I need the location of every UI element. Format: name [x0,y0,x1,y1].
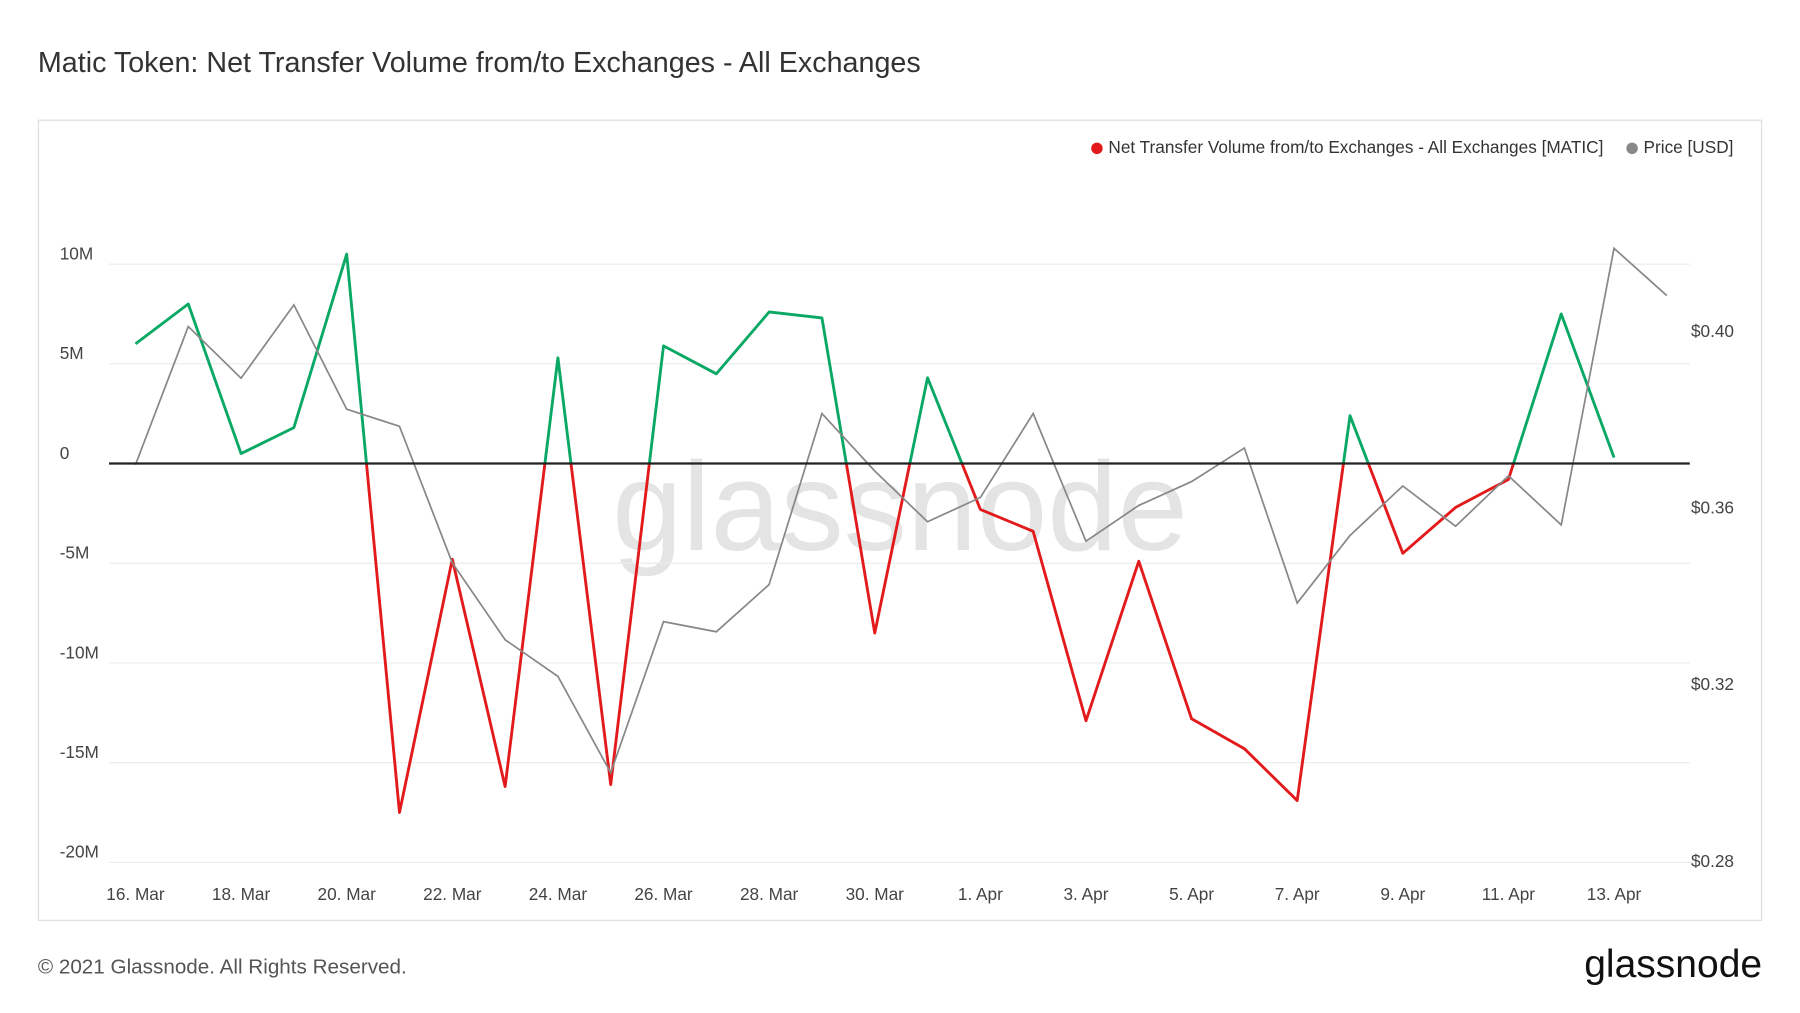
x-tick-label: 26. Mar [634,884,693,904]
y-tick-label: -15M [60,742,99,762]
chart-title: Matic Token: Net Transfer Volume from/to… [38,47,921,79]
net-line-positive [134,252,1616,464]
y-tick-label: 5M [60,343,84,363]
plot-frame [37,119,1763,921]
x-tick-label: 20. Mar [318,884,377,904]
x-tick-label: 28. Mar [740,884,799,904]
y-tick-label: -5M [60,543,90,563]
logo: glassnode [1584,943,1762,986]
price-line [134,246,1668,775]
y-tick-label: -20M [60,842,99,862]
y2-tick-label: $0.40 [1691,321,1734,341]
y-tick-label: -10M [60,642,99,662]
footer: © 2021 Glassnode. All Rights Reserved. [38,955,407,978]
y2-tick-label: $0.36 [1691,498,1734,518]
x-tick-label: 7. Apr [1275,884,1320,904]
y-tick-label: 0 [60,443,70,463]
x-tick-label: 24. Mar [529,884,588,904]
net-line-negative [365,463,1516,814]
y-tick-label: 10M [60,243,93,263]
x-tick-label: 3. Apr [1063,884,1108,904]
x-tick-label: 18. Mar [212,884,271,904]
legend-label: Price [USD] [1644,137,1734,157]
x-tick-label: 9. Apr [1380,884,1425,904]
legend-marker [1626,142,1638,155]
y2-tick-label: $0.32 [1691,674,1734,694]
legend-label: Net Transfer Volume from/to Exchanges - … [1108,137,1603,157]
x-tick-label: 16. Mar [106,884,165,904]
x-tick-label: 30. Mar [846,884,905,904]
y2-tick-label: $0.28 [1691,851,1734,871]
x-tick-label: 5. Apr [1169,884,1214,904]
x-tick-label: 11. Apr [1482,884,1536,904]
x-tick-label: 22. Mar [423,884,482,904]
x-tick-label: 13. Apr [1587,884,1642,904]
legend-marker [1091,142,1103,155]
x-tick-label: 1. Apr [958,884,1003,904]
